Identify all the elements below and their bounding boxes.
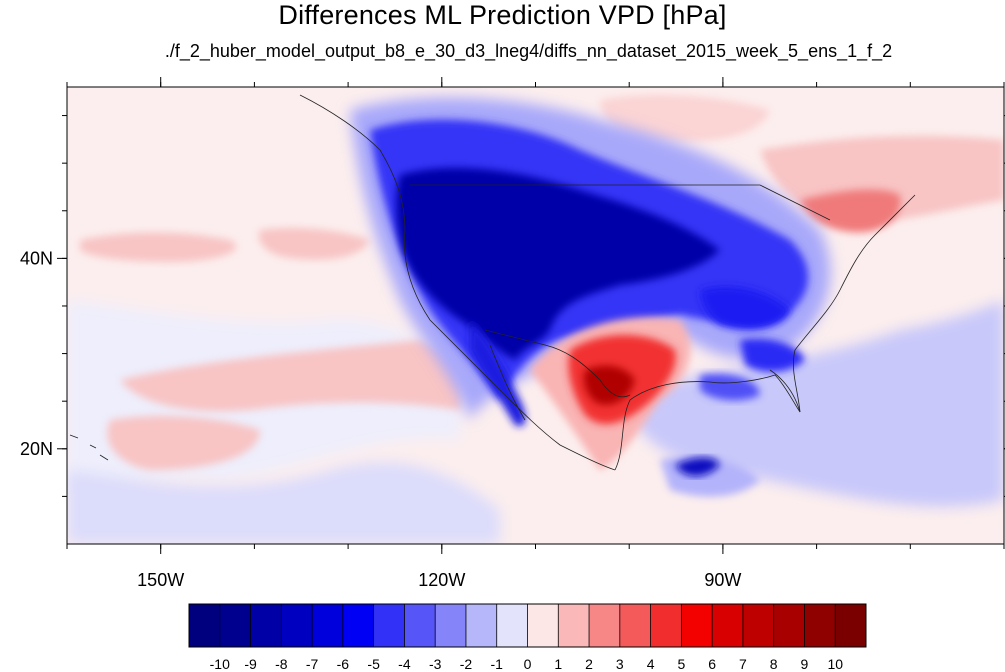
colorbar-label-16: 6 [708,656,716,672]
colorbar-swatch-2 [250,604,282,647]
colorbar-label-10: 0 [524,656,532,672]
field-region-yucatan-blue [675,457,720,477]
colorbar-swatch-14 [619,604,652,647]
colorbar-swatch-8 [435,604,467,647]
colorbar-swatch-18 [742,604,775,647]
colorbar-label-11: 1 [554,656,562,672]
field-region-pacific-pos-2 [258,228,370,260]
field-layer [67,94,1004,544]
colorbar-swatch-20 [804,604,836,647]
y-tick-label-0: 40N [20,248,53,268]
colorbar-swatch-11 [527,604,559,647]
map-subtitle: ./f_2_huber_model_output_b8_e_30_d3_lneg… [164,41,893,61]
x-tick-label-1: 120W [418,570,465,590]
colorbar-label-17: 7 [739,656,747,672]
colorbar-swatch-15 [650,604,682,647]
field-region-pacific-neg [67,462,500,544]
coastlines [69,94,916,471]
colorbar-label-1: -9 [244,656,257,672]
coastline-florida [769,369,801,413]
colorbar: -10 -9 -8 -7 -6 -5 -4 -3 -2 -1 0 1 2 3 4 5 6 7 8 9 10 [188,603,867,672]
field-region-pacific-pos-1 [80,232,237,262]
colorbar-swatch-19 [773,604,805,647]
field-region-baja-blue [470,320,526,427]
colorbar-label-0: -10 [210,656,230,672]
colorbar-swatch-13 [589,604,621,647]
y-tick-label-1: 20N [20,439,53,459]
colorbar-label-2: -8 [275,656,288,672]
colorbar-swatch-10 [496,604,528,647]
x-tick-label-2: 90W [704,570,741,590]
field-region-texas-dark-red [583,365,635,405]
colorbar-label-13: 3 [616,656,624,672]
border-us-canada [410,184,831,221]
colorbar-swatch-16 [681,604,713,647]
colorbar-label-9: -1 [491,656,504,672]
coastline-north-america-west [299,94,616,471]
colorbar-label-15: 5 [677,656,685,672]
colorbar-label-18: 8 [770,656,778,672]
colorbar-swatch-1 [219,604,252,647]
colorbar-label-3: -7 [306,656,319,672]
colorbar-label-7: -3 [429,656,442,672]
field-region-atlantic-neg [620,300,1004,507]
colorbar-swatch-17 [712,604,744,647]
colorbar-swatch-21 [835,604,867,647]
coastline-east [792,194,916,413]
colorbar-label-19: 9 [801,656,809,672]
colorbar-swatch-12 [558,604,590,647]
map-title: Differences ML Prediction VPD [hPa] [278,0,727,30]
field-region-northeast-pos [800,189,901,233]
field-region-southeast-blue-2 [740,338,805,372]
colorbar-swatch-3 [281,604,313,647]
coastline-hawaii [69,434,109,461]
colorbar-swatch-6 [373,604,405,647]
colorbar-label-12: 2 [585,656,593,672]
colorbar-label-4: -6 [337,656,350,672]
colorbar-label-20: 10 [827,656,843,672]
coastline-gulf [614,374,801,471]
colorbar-swatch-0 [189,604,221,647]
colorbar-label-14: 4 [647,656,655,672]
field-region-na-dark-blue [396,167,720,360]
field-region-pacific-pos-4 [107,415,260,470]
colorbar-swatch-4 [312,604,344,647]
colorbar-swatch-5 [342,604,375,647]
field-region-southeast-blue-1 [700,286,790,330]
colorbar-swatch-7 [404,604,436,647]
field-region-gulf-blue [700,373,760,401]
colorbar-label-8: -2 [460,656,473,672]
field-region-nw-canada-pos [600,94,770,142]
border-us-mexico [484,329,631,398]
x-tick-label-0: 150W [137,570,184,590]
field-region-pacific-pos-3 [120,340,463,412]
colorbar-swatch-9 [465,604,498,647]
colorbar-label-6: -4 [398,656,411,672]
coastline-baja [489,344,526,421]
colorbar-label-5: -5 [367,656,380,672]
axis-ticks: 150W 120W 90W 40N 20N [20,77,1005,590]
